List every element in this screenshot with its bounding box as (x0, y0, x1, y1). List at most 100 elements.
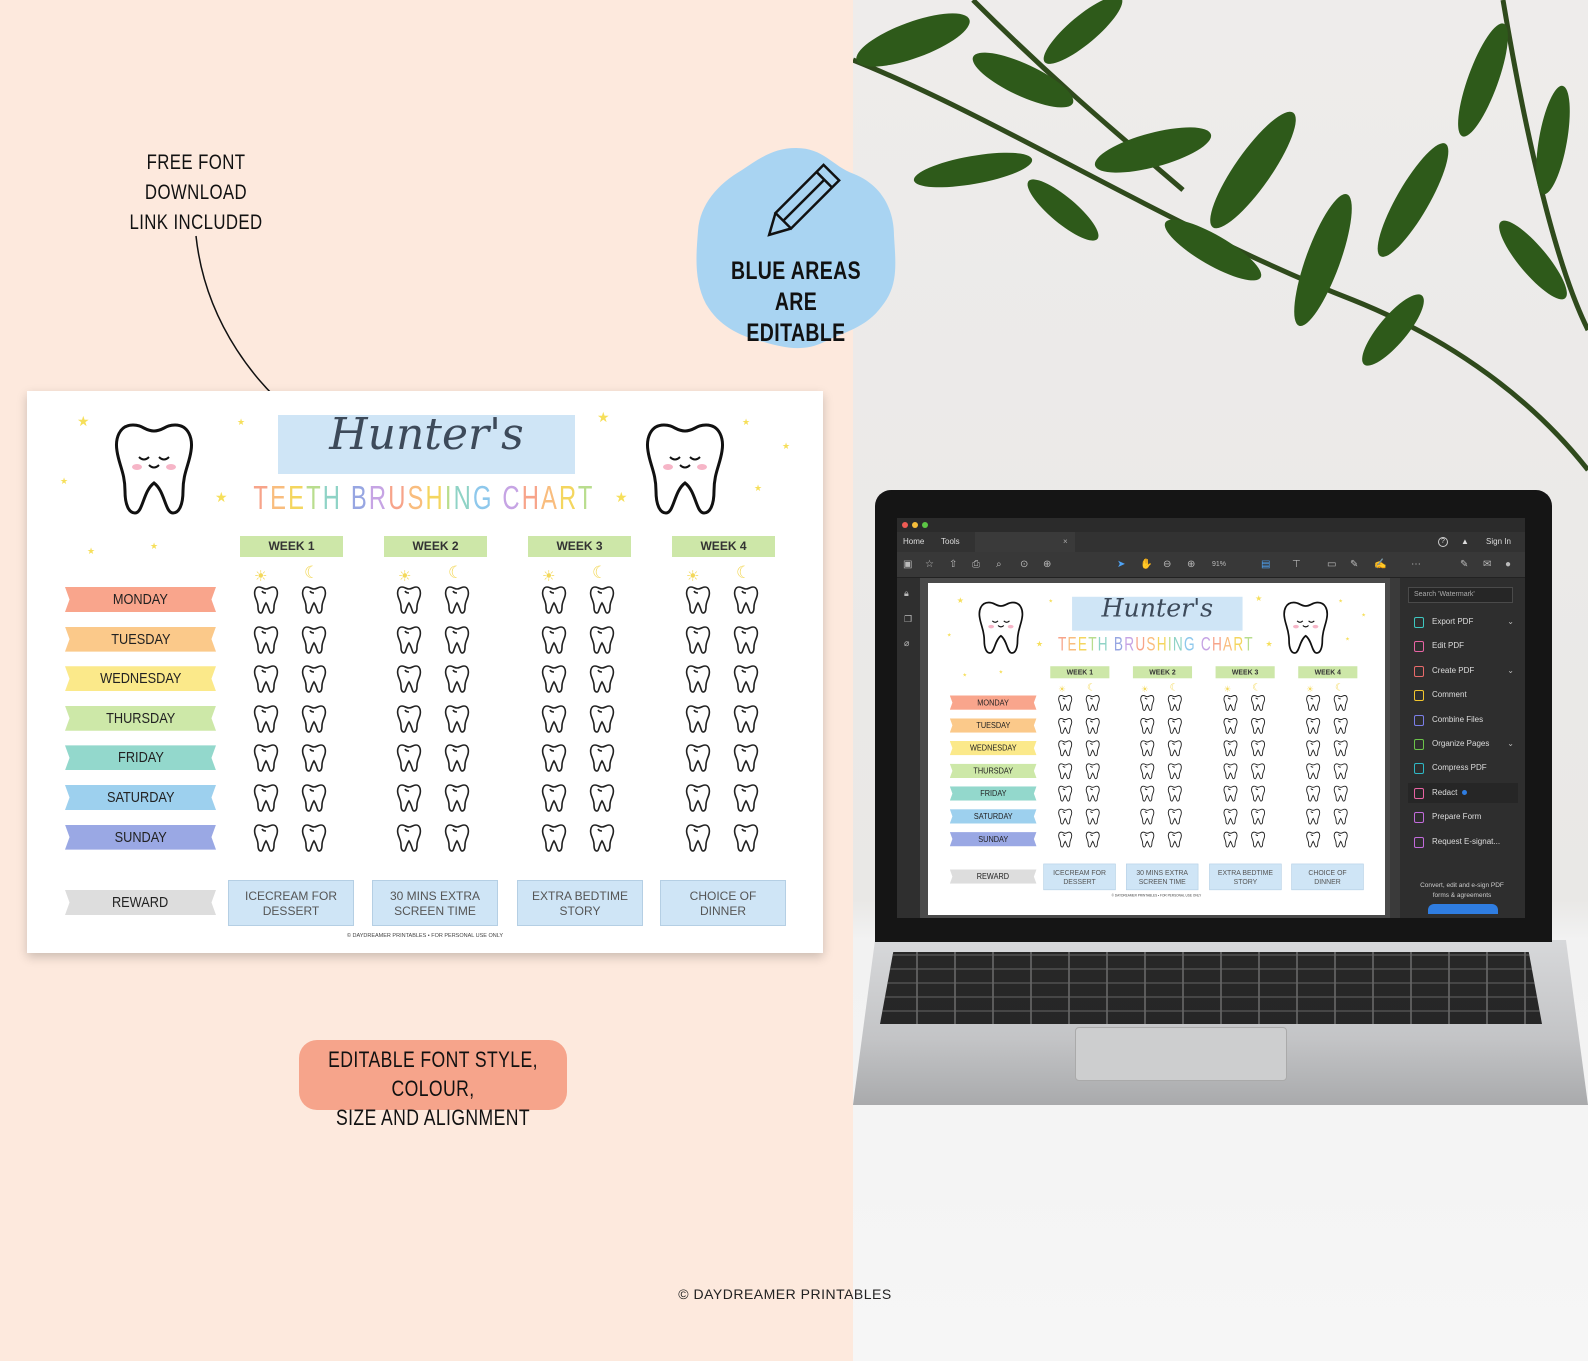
bell-icon[interactable]: ▲ (1461, 537, 1469, 546)
zoom-in-icon[interactable]: ⊕ (1187, 559, 1196, 570)
tooth-checkbox[interactable] (1306, 740, 1321, 757)
tooth-checkbox[interactable] (589, 625, 615, 655)
select-cursor-icon[interactable]: ➤ (1117, 559, 1126, 570)
tooth-checkbox[interactable] (1333, 785, 1348, 802)
tooth-checkbox[interactable] (1251, 808, 1266, 825)
tool-prepare-form[interactable]: Prepare Form (1408, 807, 1518, 827)
comment-icon[interactable]: ▭ (1327, 559, 1337, 570)
reward-field[interactable]: EXTRA BEDTIME STORY (1209, 863, 1282, 891)
tooth-checkbox[interactable] (301, 743, 327, 773)
tooth-checkbox[interactable] (1085, 763, 1100, 780)
tool-create-pdf[interactable]: Create PDF ⌄ (1408, 661, 1518, 681)
tooth-checkbox[interactable] (301, 625, 327, 655)
email-icon[interactable]: ✉ (1483, 559, 1492, 570)
tooth-checkbox[interactable] (396, 585, 422, 615)
tooth-checkbox[interactable] (589, 585, 615, 615)
tooth-checkbox[interactable] (396, 823, 422, 853)
share-icon[interactable]: ✎ (1460, 559, 1469, 570)
tooth-checkbox[interactable] (1251, 740, 1266, 757)
sign-icon[interactable]: ✍ (1374, 559, 1387, 570)
tooth-checkbox[interactable] (541, 783, 567, 813)
tooth-checkbox[interactable] (444, 823, 470, 853)
child-name-field[interactable]: Hunter's (329, 409, 524, 460)
tooth-checkbox[interactable] (541, 704, 567, 734)
tool-organize-pages[interactable]: Organize Pages ⌄ (1408, 734, 1518, 754)
tooth-checkbox[interactable] (1140, 808, 1155, 825)
tooth-checkbox[interactable] (1333, 831, 1348, 848)
tooth-checkbox[interactable] (1140, 740, 1155, 757)
tooth-checkbox[interactable] (1167, 694, 1182, 711)
tooth-checkbox[interactable] (444, 664, 470, 694)
tooth-checkbox[interactable] (1251, 785, 1266, 802)
tooth-checkbox[interactable] (1058, 763, 1073, 780)
tooth-checkbox[interactable] (541, 625, 567, 655)
tooth-checkbox[interactable] (685, 743, 711, 773)
free-trial-button[interactable] (1428, 904, 1498, 914)
name-field-background[interactable] (1072, 596, 1243, 631)
tooth-checkbox[interactable] (733, 625, 759, 655)
tooth-checkbox[interactable] (1306, 717, 1321, 734)
reward-field[interactable]: ICECREAM FOR DESSERT (1043, 863, 1116, 891)
zoom-out-icon[interactable]: ⊖ (1163, 559, 1172, 570)
tooth-checkbox[interactable] (444, 585, 470, 615)
tooth-checkbox[interactable] (733, 664, 759, 694)
tooth-checkbox[interactable] (444, 783, 470, 813)
tooth-checkbox[interactable] (1333, 740, 1348, 757)
tooth-checkbox[interactable] (685, 625, 711, 655)
tooth-checkbox[interactable] (396, 704, 422, 734)
tooth-checkbox[interactable] (1140, 763, 1155, 780)
tooth-checkbox[interactable] (1085, 740, 1100, 757)
zoom-level-select[interactable]: 91% (1212, 561, 1227, 568)
tooth-checkbox[interactable] (1223, 763, 1238, 780)
tooth-checkbox[interactable] (733, 743, 759, 773)
tooth-checkbox[interactable] (1167, 808, 1182, 825)
tooth-checkbox[interactable] (1058, 808, 1073, 825)
tooth-checkbox[interactable] (253, 585, 279, 615)
page-up-icon[interactable]: ⊙ (1020, 559, 1029, 570)
tool-compress-pdf[interactable]: Compress PDF (1408, 758, 1518, 778)
tool-combine-files[interactable]: Combine Files (1408, 710, 1518, 730)
tooth-checkbox[interactable] (253, 704, 279, 734)
maximize-window-button[interactable] (922, 522, 928, 528)
tooth-checkbox[interactable] (1251, 717, 1266, 734)
help-icon[interactable]: ? (1438, 537, 1448, 547)
tooth-checkbox[interactable] (301, 823, 327, 853)
fit-page-icon[interactable]: ▤ (1261, 559, 1271, 570)
tooth-checkbox[interactable] (589, 823, 615, 853)
tab-home[interactable]: Home (903, 537, 925, 546)
reward-field[interactable]: 30 MINS EXTRA SCREEN TIME (372, 880, 498, 926)
tab-tools[interactable]: Tools (941, 537, 960, 546)
tooth-checkbox[interactable] (1085, 785, 1100, 802)
tool-export-pdf[interactable]: Export PDF ⌄ (1408, 612, 1518, 632)
tooth-checkbox[interactable] (1333, 808, 1348, 825)
tooth-checkbox[interactable] (1085, 717, 1100, 734)
bookmark-star-icon[interactable]: ☆ (925, 559, 934, 570)
tooth-checkbox[interactable] (253, 664, 279, 694)
tooth-checkbox[interactable] (1306, 763, 1321, 780)
child-name-field[interactable]: Hunter's (1101, 593, 1214, 623)
tooth-checkbox[interactable] (1251, 763, 1266, 780)
tool-request-e-signat-[interactable]: Request E-signat... (1408, 832, 1518, 852)
tooth-checkbox[interactable] (253, 783, 279, 813)
tooth-checkbox[interactable] (1085, 694, 1100, 711)
sign-in-button[interactable]: Sign In (1486, 537, 1511, 546)
tools-search-input[interactable]: Search 'Watermark' (1408, 587, 1513, 603)
tooth-checkbox[interactable] (1223, 808, 1238, 825)
tool-edit-pdf[interactable]: Edit PDF (1408, 636, 1518, 656)
tooth-checkbox[interactable] (1223, 831, 1238, 848)
tooth-checkbox[interactable] (1058, 717, 1073, 734)
tooth-checkbox[interactable] (1333, 717, 1348, 734)
account-icon[interactable]: ● (1505, 559, 1512, 570)
tooth-checkbox[interactable] (685, 783, 711, 813)
tooth-checkbox[interactable] (685, 585, 711, 615)
more-icon[interactable]: ⋯ (1411, 559, 1421, 570)
tooth-checkbox[interactable] (733, 585, 759, 615)
attachment-icon[interactable]: ⌀ (904, 638, 910, 648)
tooth-checkbox[interactable] (1306, 808, 1321, 825)
tooth-checkbox[interactable] (685, 704, 711, 734)
tooth-checkbox[interactable] (589, 783, 615, 813)
reward-field[interactable]: 30 MINS EXTRA SCREEN TIME (1126, 863, 1199, 891)
tooth-checkbox[interactable] (589, 704, 615, 734)
tooth-checkbox[interactable] (253, 743, 279, 773)
close-tab-icon[interactable]: × (1063, 537, 1068, 546)
